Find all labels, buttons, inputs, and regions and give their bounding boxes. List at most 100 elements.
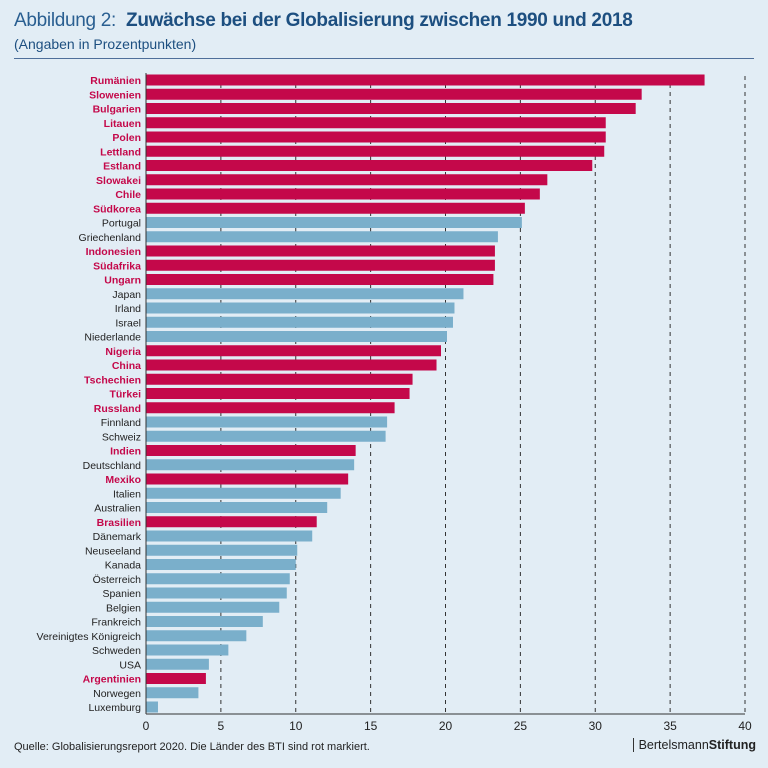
- bar-Portugal: [146, 217, 522, 228]
- bar-Österreich: [146, 573, 290, 585]
- category-label: Kanada: [105, 560, 141, 572]
- bar-Deutschland: [146, 459, 355, 471]
- bar-USA: [146, 658, 209, 670]
- category-label: Österreich: [93, 574, 142, 586]
- category-label: Niederlande: [84, 332, 141, 344]
- category-label: Belgien: [106, 602, 141, 614]
- x-tick-label: 25: [514, 719, 528, 733]
- bar-Schweden: [146, 644, 229, 656]
- bar-Nigeria: [146, 345, 442, 357]
- bar-Indien: [146, 445, 356, 456]
- category-label: Norwegen: [93, 688, 141, 700]
- category-label: Dänemark: [93, 531, 142, 543]
- bar-Slowenien: [146, 88, 642, 100]
- category-label: USA: [119, 659, 141, 671]
- category-label: Ungarn: [104, 275, 141, 287]
- bar-Polen: [146, 131, 606, 143]
- category-label: Italien: [113, 488, 141, 500]
- category-label: Türkei: [109, 389, 141, 401]
- category-label: Südafrika: [93, 260, 141, 272]
- category-label: Polen: [112, 132, 141, 144]
- category-label: Indien: [110, 446, 141, 458]
- category-label: Slowenien: [89, 89, 141, 101]
- category-label: Spanien: [102, 588, 141, 600]
- bar-Argentinien: [146, 673, 206, 684]
- bar-Russland: [146, 402, 395, 414]
- category-label: Indonesien: [86, 246, 141, 258]
- category-label: Israel: [115, 317, 141, 329]
- bar-Schweiz: [146, 430, 386, 442]
- category-label: Russland: [94, 403, 141, 415]
- bar-China: [146, 359, 437, 371]
- bar-Niederlande: [146, 331, 447, 342]
- bar-Luxemburg: [146, 701, 158, 713]
- category-label: Slowakei: [96, 175, 141, 187]
- bar-Frankreich: [146, 616, 263, 627]
- category-label: China: [112, 360, 141, 372]
- bar-Neuseeland: [146, 544, 298, 556]
- header-divider: [14, 58, 754, 59]
- bar-Kanada: [146, 559, 296, 570]
- category-label: Bulgarien: [93, 104, 141, 116]
- bar-Südkorea: [146, 202, 525, 214]
- bar-Spanien: [146, 587, 287, 599]
- category-label: Irland: [115, 303, 141, 315]
- chart-subtitle: (Angaben in Prozentpunkten): [14, 36, 197, 52]
- category-label: Tschechien: [84, 374, 141, 386]
- bar-Litauen: [146, 117, 606, 129]
- category-label: Nigeria: [105, 346, 141, 358]
- bar-Brasilien: [146, 516, 317, 528]
- category-label: Argentinien: [83, 674, 141, 686]
- bar-Estland: [146, 160, 593, 171]
- figure-number: Abbildung 2:: [14, 10, 117, 31]
- bar-Südafrika: [146, 259, 495, 271]
- x-tick-label: 0: [143, 719, 150, 733]
- bar-Rumänien: [146, 74, 705, 86]
- bar-Slowakei: [146, 174, 548, 186]
- category-label: Japan: [112, 289, 141, 301]
- category-label: Luxemburg: [88, 702, 141, 714]
- bar-Norwegen: [146, 687, 199, 699]
- bar-Chile: [146, 188, 540, 200]
- x-tick-label: 40: [738, 719, 752, 733]
- category-label: Neuseeland: [85, 545, 141, 557]
- category-label: Chile: [115, 189, 141, 201]
- x-tick-label: 30: [589, 719, 603, 733]
- category-label: Deutschland: [83, 460, 142, 472]
- category-label: Brasilien: [97, 517, 141, 529]
- source-note: Quelle: Globalisierungsreport 2020. Die …: [14, 741, 370, 753]
- category-label: Litauen: [104, 118, 141, 130]
- category-label: Australien: [94, 503, 141, 515]
- category-label: Estland: [103, 161, 141, 173]
- category-label: Mexiko: [105, 474, 141, 486]
- bar-Vereinigtes Königreich: [146, 630, 247, 642]
- bar-Italien: [146, 487, 341, 499]
- bar-Bulgarien: [146, 103, 636, 114]
- category-label: Griechenland: [79, 232, 142, 244]
- x-tick-label: 10: [289, 719, 303, 733]
- bar-Irland: [146, 302, 455, 314]
- category-label: Schweden: [92, 645, 141, 657]
- brand-bold: Stiftung: [708, 738, 756, 752]
- x-tick-label: 35: [663, 719, 677, 733]
- brand-logo: BertelsmannStiftung: [632, 738, 756, 752]
- bar-Tschechien: [146, 373, 413, 385]
- bar-Ungarn: [146, 274, 494, 285]
- brand-regular: Bertelsmann: [638, 738, 709, 752]
- bar-Mexiko: [146, 473, 349, 485]
- category-label: Schweiz: [102, 431, 141, 443]
- bar-Belgien: [146, 601, 280, 613]
- bar-Dänemark: [146, 530, 313, 542]
- chart-title: Abbildung 2: Zuwächse bei der Globalisie…: [14, 10, 633, 32]
- category-label: Finnland: [101, 417, 141, 429]
- category-label: Portugal: [102, 218, 141, 230]
- bar-Finnland: [146, 416, 388, 428]
- bar-Israel: [146, 316, 453, 328]
- category-label: Lettland: [100, 146, 141, 158]
- category-label: Südkorea: [93, 203, 141, 215]
- bar-Indonesien: [146, 245, 495, 257]
- bar-Türkei: [146, 388, 410, 399]
- category-label: Vereinigtes Königreich: [37, 631, 142, 643]
- bar-Australien: [146, 502, 328, 513]
